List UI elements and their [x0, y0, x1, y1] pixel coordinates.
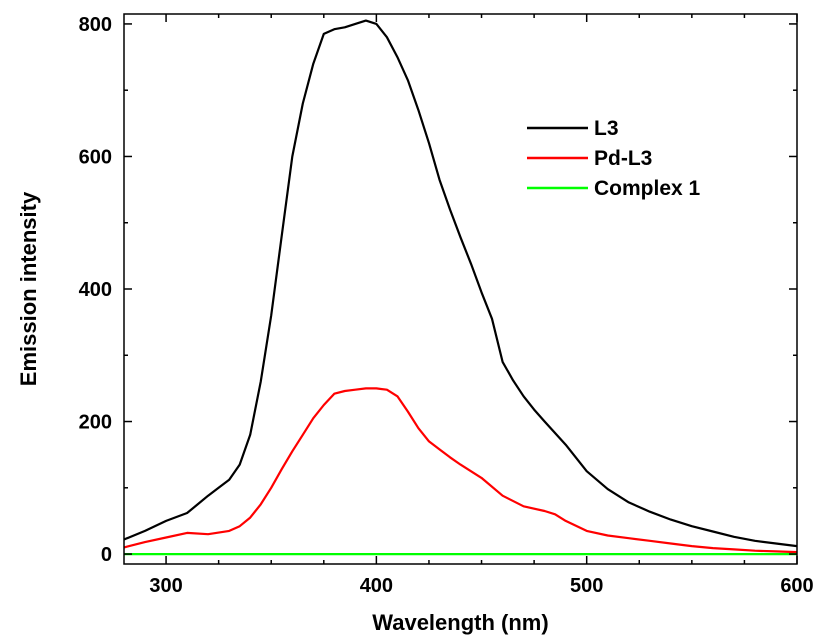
tick-labels: 300 400 500 600 0 200 400 600 800 — [79, 14, 814, 597]
x-axis-title: Wavelength (nm) — [372, 610, 548, 635]
y-axis-title: Emission intensity — [16, 191, 41, 386]
series-layer — [123, 19, 798, 556]
legend-label-complex-1: Complex 1 — [594, 177, 701, 200]
y-tick-label: 0 — [101, 544, 112, 566]
legend-label-l3: L3 — [594, 117, 619, 140]
x-tick-label: 300 — [149, 575, 182, 597]
y-tick-label: 600 — [79, 146, 112, 168]
y-tick-label: 200 — [79, 412, 112, 434]
x-tick-label: 500 — [570, 575, 603, 597]
y-tick-label: 800 — [79, 14, 112, 36]
legend-label-pd-l3: Pd-L3 — [594, 147, 652, 170]
x-tick-label: 400 — [360, 575, 393, 597]
y-tick-label: 400 — [79, 279, 112, 301]
ticks-layer — [124, 14, 798, 564]
legend: L3 Pd-L3 Complex 1 — [527, 117, 701, 200]
series-line-l3 — [123, 19, 798, 548]
series-line-pd-l3 — [123, 387, 798, 554]
plot-frame — [123, 13, 798, 565]
x-tick-label: 600 — [780, 575, 813, 597]
